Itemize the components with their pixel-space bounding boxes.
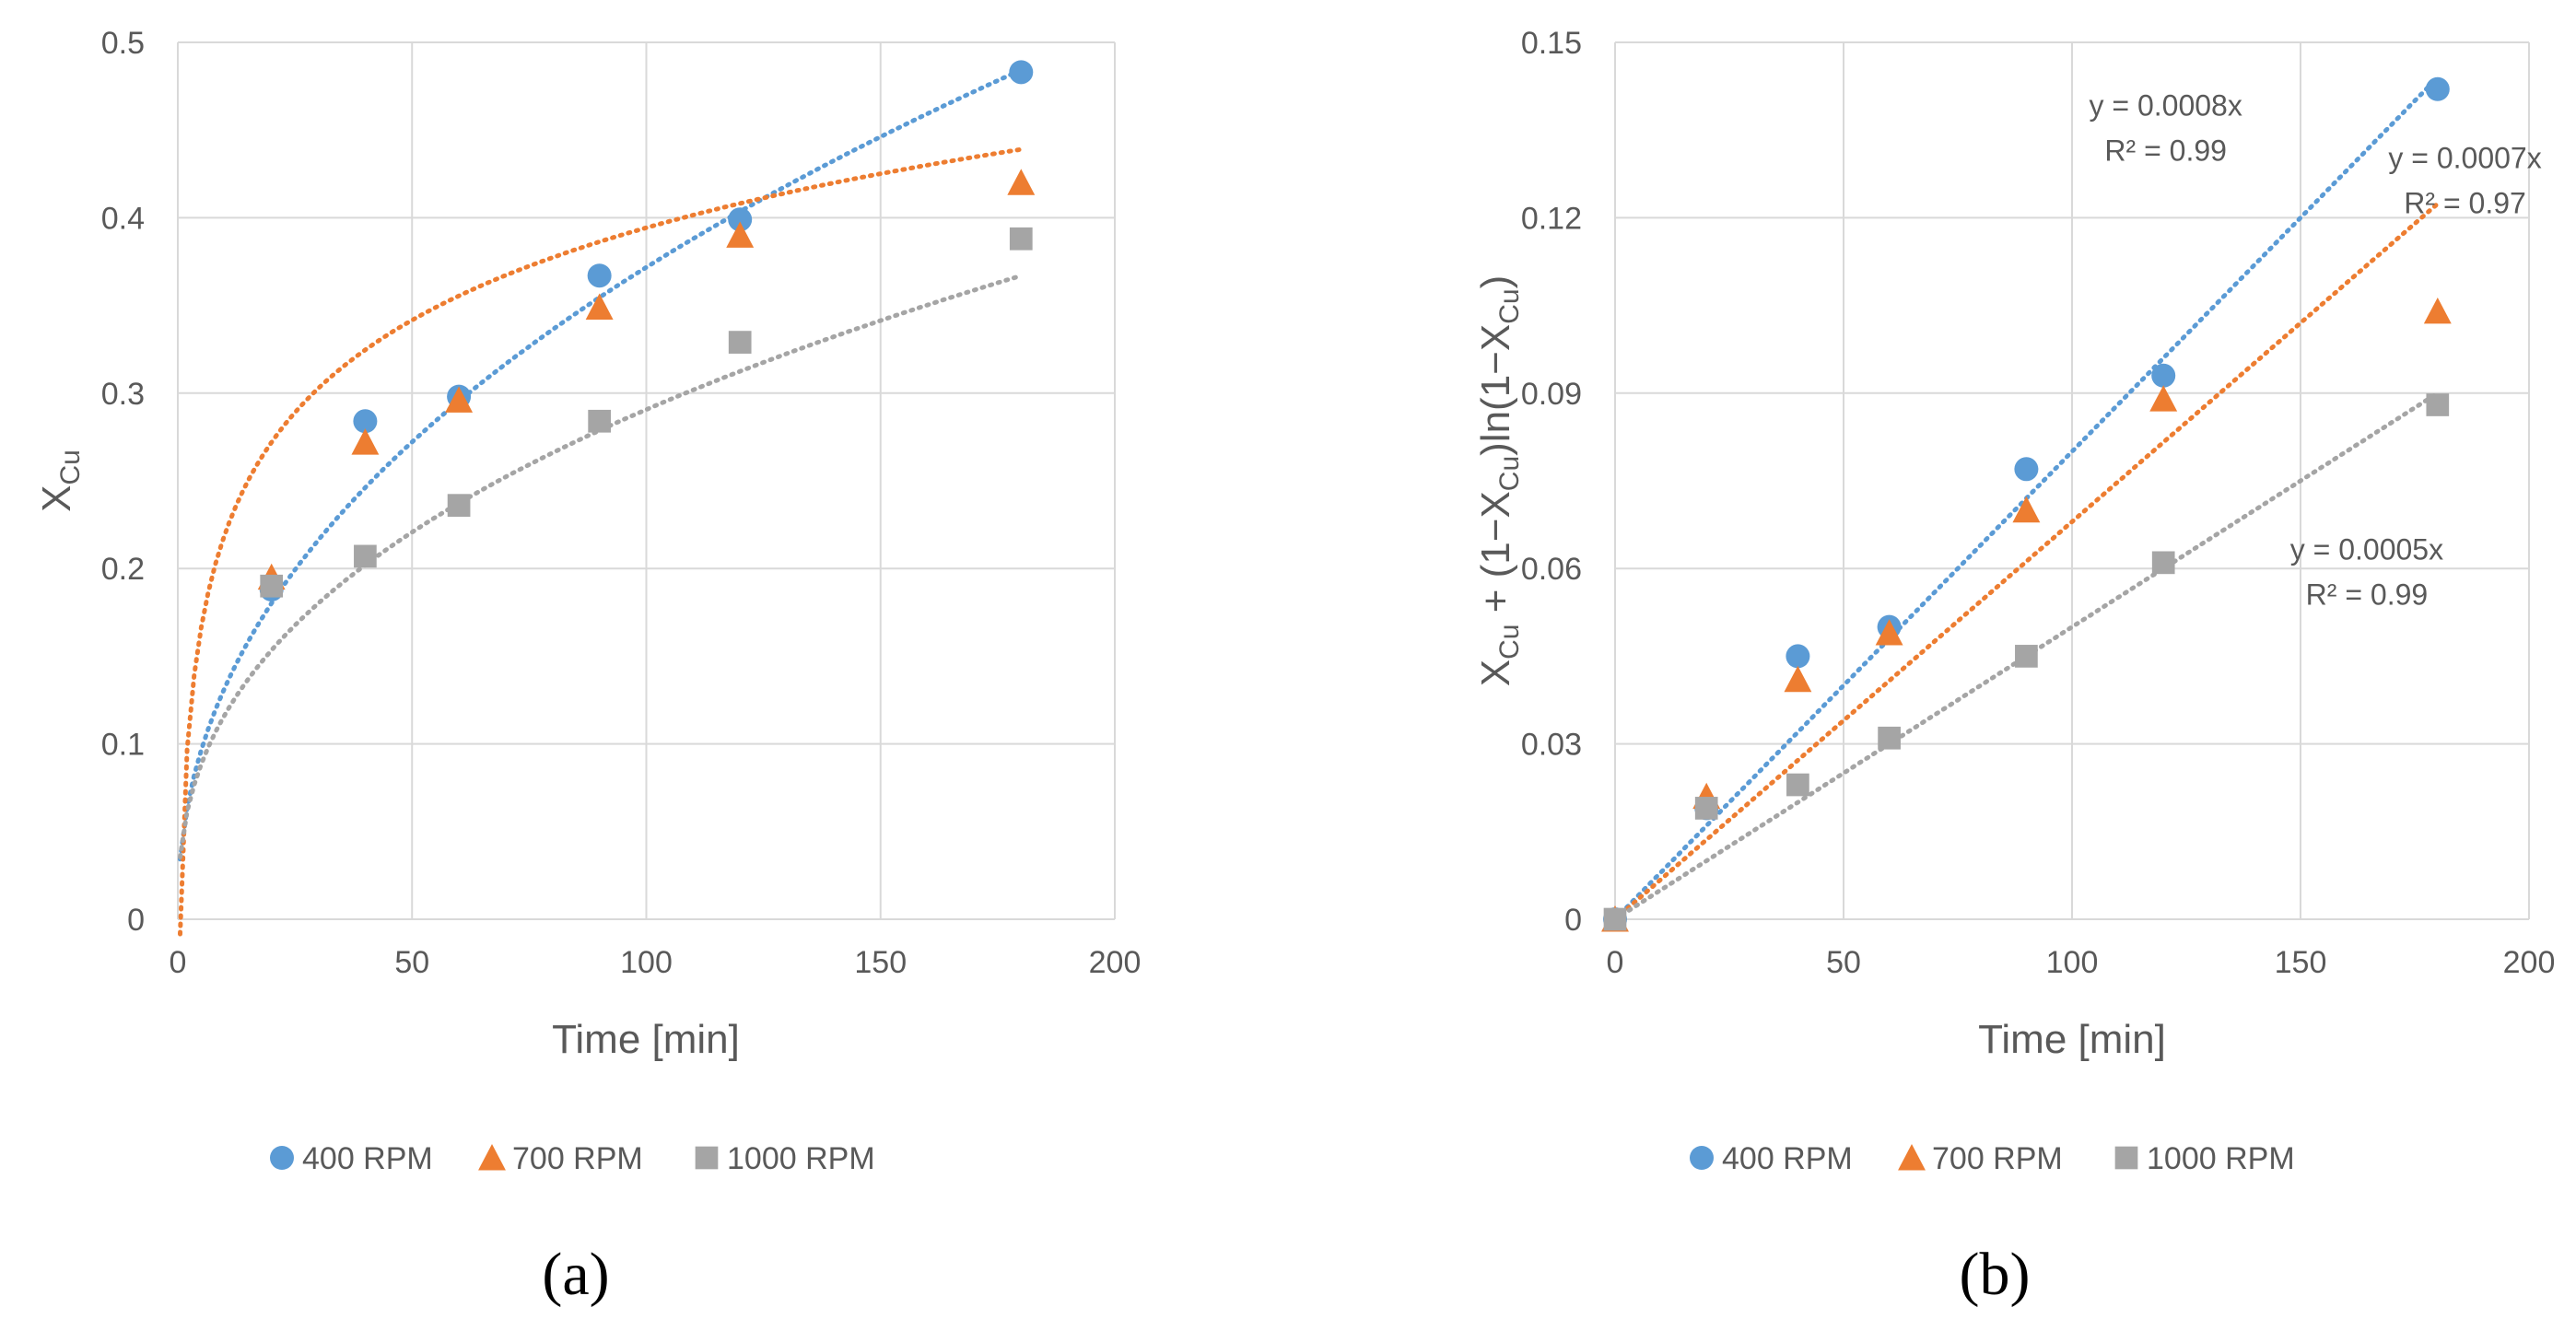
x-tick-label: 100 bbox=[620, 945, 673, 980]
x-tick-label: 0 bbox=[170, 945, 187, 980]
data-point bbox=[728, 207, 753, 232]
x-tick-label: 50 bbox=[394, 945, 429, 980]
y-axis-title: XCu + (1−XCu)ln(1−XCu) bbox=[1473, 275, 1525, 686]
x-tick-label: 200 bbox=[2503, 945, 2556, 980]
legend-item: 700 RPM bbox=[478, 1141, 643, 1176]
legend: 400 RPM 700 RPM 1000 RPM bbox=[270, 1141, 875, 1176]
data-point bbox=[2151, 363, 2176, 388]
annotation-line: y = 0.0005x bbox=[2290, 533, 2443, 566]
annotation-line: R² = 0.99 bbox=[2104, 134, 2227, 167]
data-point bbox=[2426, 393, 2450, 416]
legend-item: 400 RPM bbox=[270, 1141, 433, 1176]
data-point bbox=[587, 263, 612, 288]
panel-label: (a) bbox=[542, 1241, 609, 1308]
y-tick-label: 0.15 bbox=[1521, 26, 1582, 61]
x-tick-label: 150 bbox=[2275, 945, 2327, 980]
legend-label: 400 RPM bbox=[302, 1141, 433, 1176]
data-point bbox=[1009, 227, 1033, 251]
y-tick-label: 0.03 bbox=[1521, 728, 1582, 763]
trendline-700-rpm bbox=[178, 146, 1024, 937]
data-point bbox=[2012, 496, 2041, 523]
x-tick-label: 150 bbox=[854, 945, 907, 980]
annotation-line: R² = 0.97 bbox=[2404, 186, 2526, 219]
y-tick-label: 0.06 bbox=[1521, 552, 1582, 587]
trendline-1000-rpm bbox=[178, 273, 1024, 859]
data-point bbox=[726, 221, 755, 248]
x-tick-label: 100 bbox=[2046, 945, 2099, 980]
legend-label: 1000 RPM bbox=[727, 1141, 875, 1176]
x-tick-label: 50 bbox=[1826, 945, 1861, 980]
x-tick-label: 0 bbox=[1607, 945, 1624, 980]
data-point bbox=[353, 409, 378, 434]
data-point bbox=[354, 544, 377, 568]
annotation-eq-1000: y = 0.0005x R² = 0.99 bbox=[2290, 533, 2443, 612]
y-tick-label: 0.12 bbox=[1521, 201, 1582, 236]
series-1000-rpm bbox=[260, 227, 1033, 598]
y-axis-title: XCu bbox=[34, 450, 86, 512]
chart-b: 0 0.03 0.06 0.09 0.12 0.15 0 50 100 150 200 Time [m… bbox=[1473, 26, 2555, 1308]
y-tick-label: 0.1 bbox=[101, 728, 145, 763]
legend-marker bbox=[270, 1146, 294, 1170]
data-point bbox=[447, 494, 471, 518]
data-point bbox=[588, 409, 611, 433]
legend-label: 400 RPM bbox=[1722, 1141, 1853, 1176]
chart-a: 0 0.1 0.2 0.3 0.4 0.5 0 50 100 150 200 Time [min] XC… bbox=[34, 26, 1141, 1308]
legend-marker bbox=[2114, 1146, 2138, 1170]
y-tick-label: 0.5 bbox=[101, 26, 145, 61]
data-point bbox=[1009, 60, 1034, 85]
y-tick-label: 0.2 bbox=[101, 552, 145, 587]
y-tick-label: 0 bbox=[127, 903, 145, 938]
data-point bbox=[1786, 644, 1810, 669]
y-tick-label: 0 bbox=[1564, 903, 1582, 938]
legend: 400 RPM 700 RPM 1000 RPM bbox=[1690, 1141, 2295, 1176]
annotation-line: R² = 0.99 bbox=[2306, 578, 2429, 612]
legend-label: 700 RPM bbox=[512, 1141, 643, 1176]
data-point bbox=[1786, 773, 1809, 797]
data-point bbox=[1603, 907, 1627, 931]
y-tick-label: 0.4 bbox=[101, 201, 145, 236]
data-point bbox=[1875, 619, 1903, 646]
series-1000-rpm bbox=[1603, 393, 2450, 931]
legend-item: 400 RPM bbox=[1690, 1141, 1853, 1176]
legend-label: 1000 RPM bbox=[2147, 1141, 2295, 1176]
data-point bbox=[1878, 726, 1901, 750]
data-point bbox=[2423, 297, 2452, 324]
trendline-700-rpm bbox=[1612, 201, 2441, 922]
data-point bbox=[1007, 169, 1036, 195]
annotation-eq-400: y = 0.0008x R² = 0.99 bbox=[2090, 88, 2242, 167]
data-point bbox=[2014, 457, 2039, 482]
data-point bbox=[260, 574, 284, 598]
annotation-line: y = 0.0007x bbox=[2388, 141, 2541, 174]
data-point bbox=[1784, 665, 1812, 693]
legend-marker bbox=[478, 1144, 506, 1171]
legend-label: 700 RPM bbox=[1932, 1141, 2063, 1176]
annotation-line: y = 0.0008x bbox=[2090, 88, 2242, 122]
y-tick-label: 0.3 bbox=[101, 377, 145, 412]
legend-item: 700 RPM bbox=[1898, 1141, 2063, 1176]
data-point bbox=[728, 331, 752, 354]
trendline-400-rpm bbox=[178, 67, 1024, 862]
data-point bbox=[585, 293, 614, 320]
legend-marker bbox=[1690, 1146, 1714, 1170]
panel-label: (b) bbox=[1960, 1241, 2031, 1308]
data-point bbox=[445, 386, 474, 413]
data-point bbox=[2015, 645, 2038, 668]
legend-item: 1000 RPM bbox=[695, 1141, 875, 1176]
data-point bbox=[351, 428, 380, 455]
x-axis-title: Time [min] bbox=[1978, 1017, 2166, 1062]
annotation-eq-700: y = 0.0007x R² = 0.97 bbox=[2388, 141, 2541, 219]
legend-item: 1000 RPM bbox=[2114, 1141, 2295, 1176]
data-point bbox=[2425, 76, 2450, 101]
x-axis-title: Time [min] bbox=[552, 1017, 740, 1062]
legend-marker bbox=[1898, 1144, 1926, 1171]
legend-marker bbox=[695, 1146, 719, 1170]
y-tick-label: 0.09 bbox=[1521, 377, 1582, 412]
data-point bbox=[2151, 551, 2175, 575]
data-point bbox=[1694, 797, 1718, 820]
data-point bbox=[2149, 385, 2178, 412]
x-tick-label: 200 bbox=[1089, 945, 1142, 980]
